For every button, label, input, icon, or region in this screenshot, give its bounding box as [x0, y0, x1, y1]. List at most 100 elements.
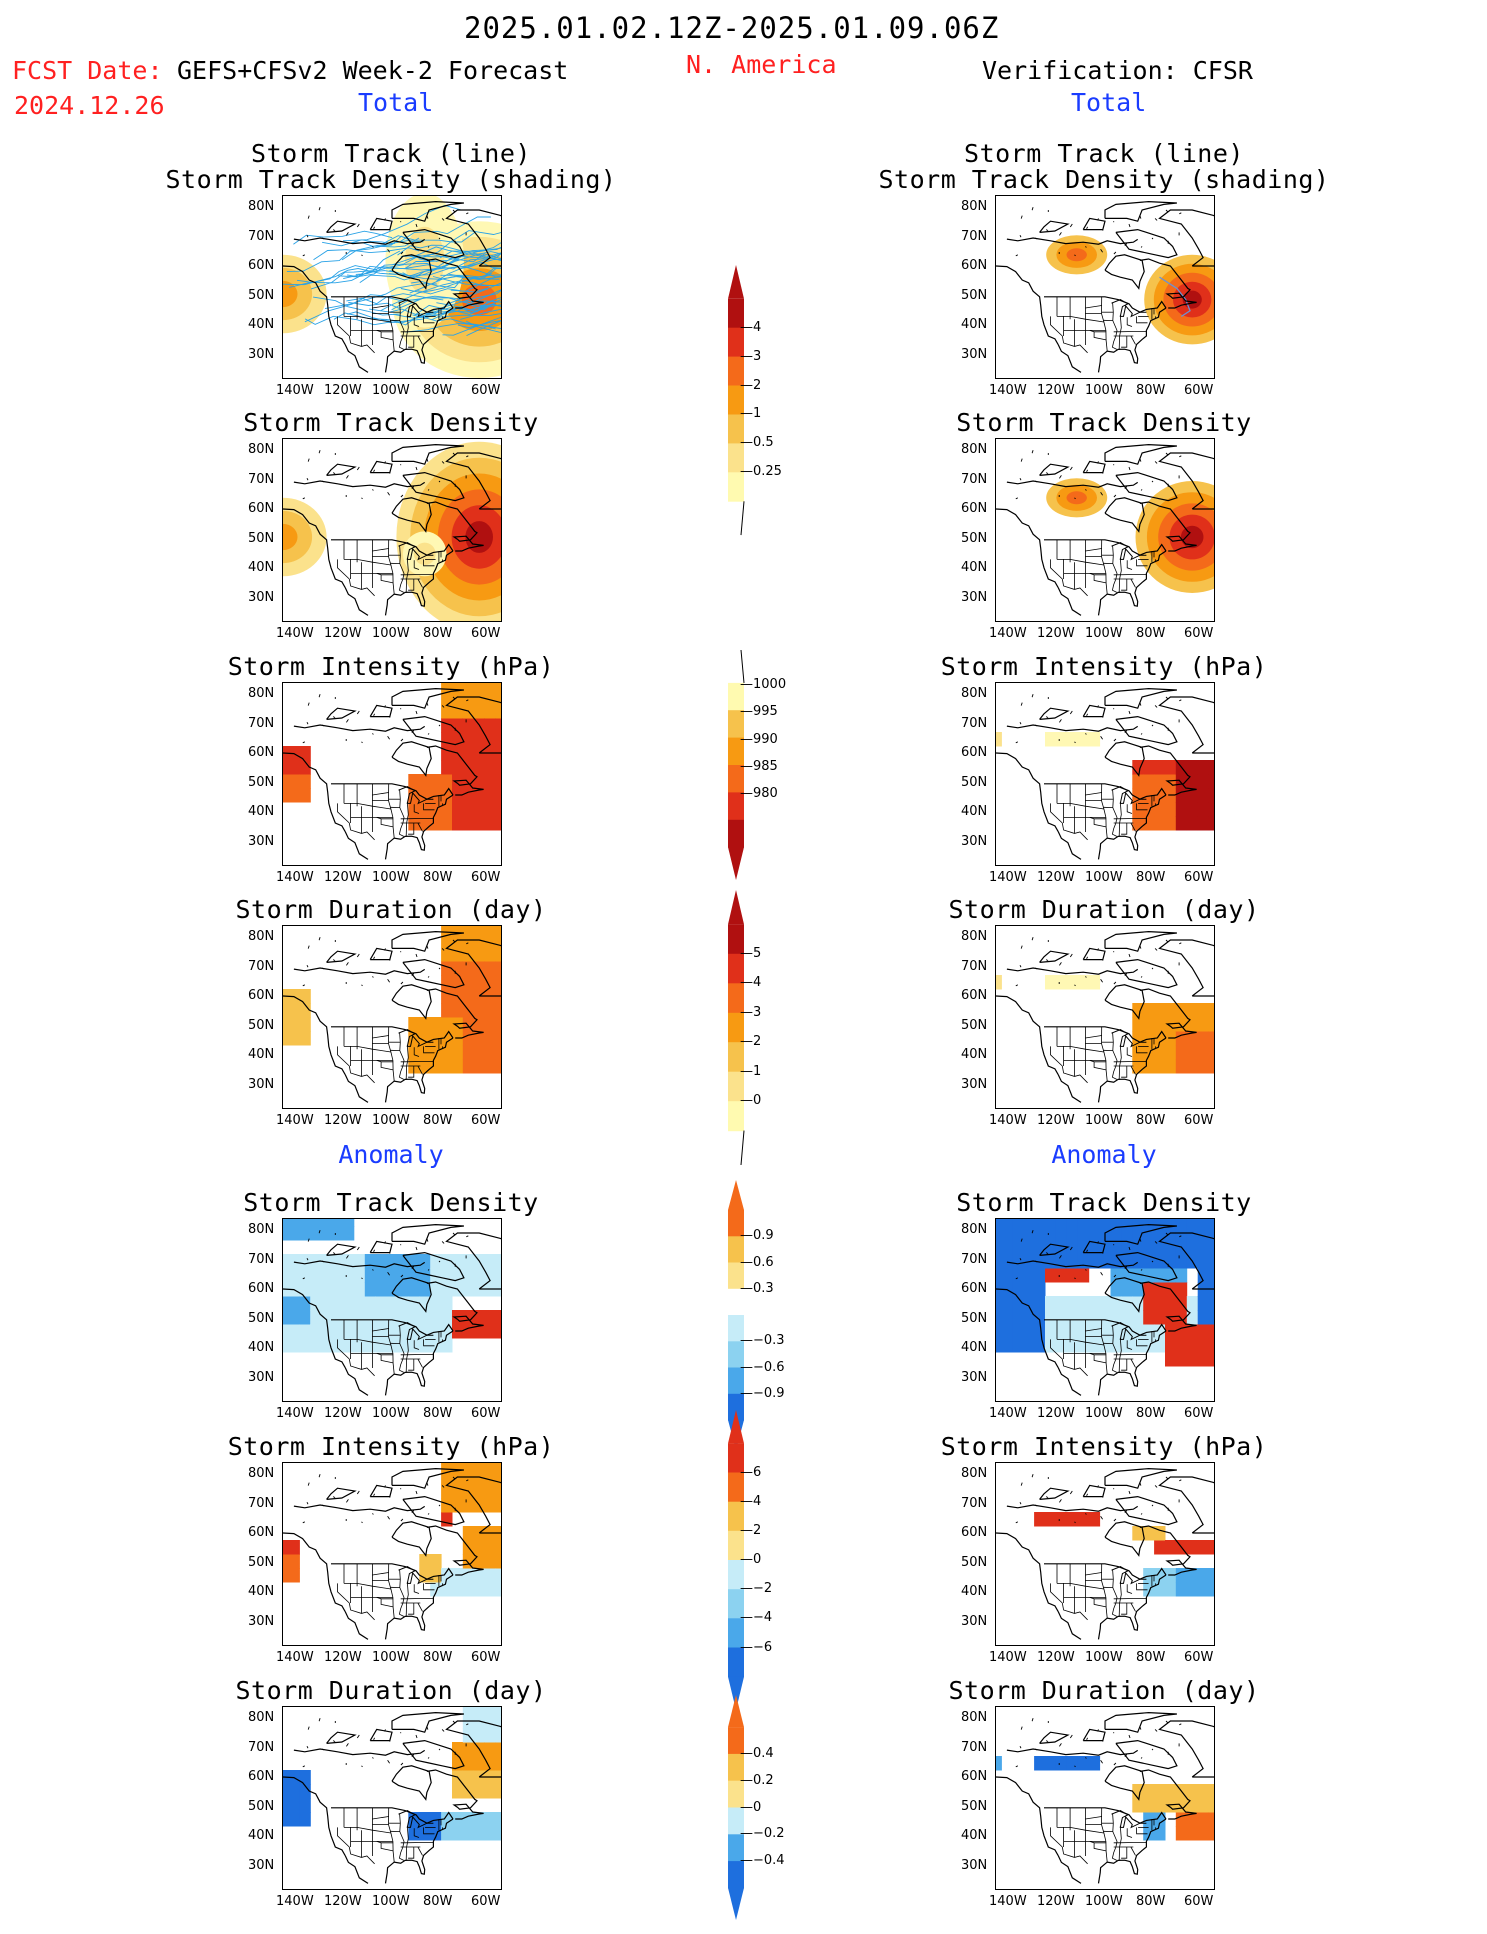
lon-label-left-5-0: 140W — [276, 1650, 314, 1665]
colorbar-duration-total — [728, 890, 788, 1179]
colorbar-label-track-density-total-1: —3 — [740, 348, 762, 364]
lat-label-left-2-4: 40N — [248, 804, 275, 819]
colorbar-label-duration-anomaly-3: —−0.2 — [740, 1826, 785, 1842]
lat-label-left-2-3: 50N — [248, 774, 275, 790]
lat-label-right-0-1: 70N — [961, 228, 988, 244]
lon-label-left-0-2: 100W — [372, 383, 410, 398]
colorbar-label-track-density-anomaly-0: —0.9 — [740, 1228, 774, 1244]
lat-label-right-3-4: 40N — [961, 1047, 988, 1062]
lat-label-right-0-3: 50N — [961, 287, 988, 303]
lon-label-left-1-1: 120W — [324, 626, 362, 641]
colorbar-label-track-density-anomaly-4: —−0.6 — [740, 1359, 785, 1375]
map-right-2 — [995, 682, 1215, 866]
panel-title-left-0-1: Storm Track Density (shading) — [165, 165, 617, 194]
colorbar-label-duration-total-5: —0 — [740, 1093, 762, 1109]
lon-label-left-5-2: 100W — [372, 1650, 410, 1665]
lat-label-left-0-1: 70N — [248, 228, 275, 244]
lon-label-right-3-1: 120W — [1037, 1113, 1075, 1128]
lat-label-left-1-2: 60N — [248, 501, 275, 516]
map-left-5 — [282, 1462, 502, 1646]
verification-label: Verification: CFSR — [982, 56, 1253, 85]
panel-title-left-0-0: Storm Track (line) — [251, 139, 531, 168]
lat-label-right-5-2: 60N — [961, 1525, 988, 1540]
map-right-0 — [995, 195, 1215, 379]
lon-label-left-0-0: 140W — [276, 383, 314, 398]
total-right-label: Total — [1071, 88, 1147, 117]
lon-label-right-6-3: 80W — [1136, 1894, 1166, 1909]
lon-label-right-4-0: 140W — [989, 1406, 1027, 1421]
lon-label-right-6-4: 60W — [1184, 1894, 1214, 1909]
lon-label-right-2-3: 80W — [1136, 870, 1166, 885]
colorbar-label-intensity-anomaly-5: —−4 — [740, 1610, 773, 1626]
lon-label-left-4-1: 120W — [324, 1406, 362, 1421]
lat-label-left-6-5: 30N — [248, 1857, 275, 1873]
lat-label-right-1-2: 60N — [961, 501, 988, 516]
lat-label-right-0-4: 40N — [961, 317, 988, 332]
lon-label-right-4-1: 120W — [1037, 1406, 1075, 1421]
lon-label-right-3-0: 140W — [989, 1113, 1027, 1128]
lat-label-right-6-0: 80N — [961, 1710, 988, 1725]
lon-label-right-2-1: 120W — [1037, 870, 1075, 885]
lon-label-left-5-4: 60W — [471, 1650, 501, 1665]
lat-label-left-4-1: 70N — [248, 1251, 275, 1267]
panel-title-left-5-0: Storm Intensity (hPa) — [227, 1432, 555, 1461]
lon-label-left-6-4: 60W — [471, 1894, 501, 1909]
lon-label-left-3-2: 100W — [372, 1113, 410, 1128]
colorbar-track-density-total — [728, 265, 788, 549]
lat-label-right-1-1: 70N — [961, 471, 988, 487]
lat-label-left-3-0: 80N — [248, 929, 275, 944]
lon-label-left-5-1: 120W — [324, 1650, 362, 1665]
colorbar-label-intensity-anomaly-0: —6 — [740, 1464, 762, 1480]
lon-label-left-6-0: 140W — [276, 1894, 314, 1909]
date-range-title: 2025.01.02.12Z-2025.01.09.06Z — [464, 11, 1000, 45]
lat-label-right-6-3: 50N — [961, 1798, 988, 1814]
lon-label-left-0-4: 60W — [471, 383, 501, 398]
lat-label-left-1-5: 30N — [248, 589, 275, 605]
lat-label-left-4-5: 30N — [248, 1369, 275, 1385]
colorbar-label-track-density-total-3: —1 — [740, 406, 762, 422]
lon-label-left-4-2: 100W — [372, 1406, 410, 1421]
lon-label-left-3-0: 140W — [276, 1113, 314, 1128]
lat-label-right-6-2: 60N — [961, 1769, 988, 1784]
panel-title-right-3-0: Storm Duration (day) — [948, 895, 1260, 924]
lon-label-left-2-0: 140W — [276, 870, 314, 885]
lat-label-right-6-1: 70N — [961, 1739, 988, 1755]
lat-label-right-5-1: 70N — [961, 1495, 988, 1511]
lat-label-left-6-1: 70N — [248, 1739, 275, 1755]
lat-label-right-4-3: 50N — [961, 1310, 988, 1326]
map-left-3 — [282, 925, 502, 1109]
fcst-date-label: FCST Date: — [12, 56, 163, 85]
colorbar-intensity-total — [728, 649, 788, 894]
lat-label-right-5-0: 80N — [961, 1466, 988, 1481]
colorbar-label-track-density-total-5: —0.25 — [740, 464, 782, 480]
lat-label-left-1-1: 70N — [248, 471, 275, 487]
lon-label-left-4-3: 80W — [423, 1406, 453, 1421]
lat-label-left-2-2: 60N — [248, 745, 275, 760]
map-left-1 — [282, 438, 502, 622]
lat-label-right-6-4: 40N — [961, 1828, 988, 1843]
total-left-label: Total — [358, 88, 434, 117]
lon-label-right-4-3: 80W — [1136, 1406, 1166, 1421]
colorbar-label-duration-anomaly-1: —0.2 — [740, 1772, 774, 1788]
lat-label-right-5-4: 40N — [961, 1584, 988, 1599]
lon-label-right-4-2: 100W — [1085, 1406, 1123, 1421]
panel-title-right-0-1: Storm Track Density (shading) — [878, 165, 1330, 194]
lat-label-right-2-2: 60N — [961, 745, 988, 760]
lat-label-right-1-4: 40N — [961, 560, 988, 575]
lon-label-right-0-2: 100W — [1085, 383, 1123, 398]
lon-label-left-2-4: 60W — [471, 870, 501, 885]
lon-label-right-5-0: 140W — [989, 1650, 1027, 1665]
lat-label-left-5-2: 60N — [248, 1525, 275, 1540]
lon-label-left-2-3: 80W — [423, 870, 453, 885]
lat-label-left-5-0: 80N — [248, 1466, 275, 1481]
lat-label-right-1-0: 80N — [961, 442, 988, 457]
lat-label-left-0-4: 40N — [248, 317, 275, 332]
colorbar-label-duration-anomaly-2: —0 — [740, 1799, 762, 1815]
lon-label-right-1-3: 80W — [1136, 626, 1166, 641]
lon-label-left-1-4: 60W — [471, 626, 501, 641]
lat-label-right-1-3: 50N — [961, 530, 988, 546]
lat-label-right-3-3: 50N — [961, 1017, 988, 1033]
lon-label-right-1-1: 120W — [1037, 626, 1075, 641]
lat-label-right-4-5: 30N — [961, 1369, 988, 1385]
panel-title-left-6-0: Storm Duration (day) — [235, 1676, 547, 1705]
